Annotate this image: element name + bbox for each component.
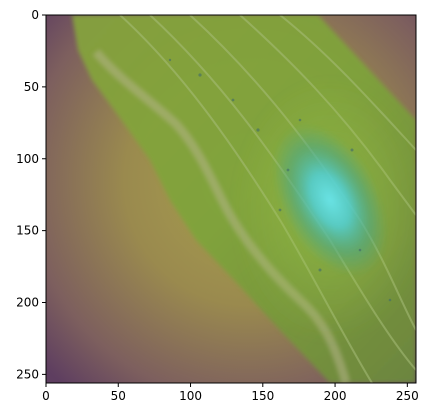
y-tick-label: 100 bbox=[16, 152, 39, 166]
x-tick-label: 50 bbox=[111, 389, 126, 403]
y-tick-label: 0 bbox=[31, 8, 39, 22]
plot-frame bbox=[45, 14, 417, 384]
y-tick-label: 250 bbox=[16, 367, 39, 381]
x-tick-label: 200 bbox=[324, 389, 347, 403]
x-axis: 0 50 100 150 200 250 bbox=[42, 383, 419, 403]
y-tick-label: 50 bbox=[24, 80, 39, 94]
attention-hotspot bbox=[272, 124, 388, 276]
y-tick-label: 200 bbox=[16, 296, 39, 310]
x-tick-label: 250 bbox=[396, 389, 419, 403]
x-tick-label: 0 bbox=[42, 389, 50, 403]
leaf-speckles bbox=[168, 58, 392, 302]
x-tick-label: 100 bbox=[179, 389, 202, 403]
heatmap-image bbox=[46, 15, 416, 383]
x-tick-label: 150 bbox=[251, 389, 274, 403]
y-tick-label: 150 bbox=[16, 224, 39, 238]
y-axis: 0 50 100 150 200 250 bbox=[16, 8, 46, 381]
